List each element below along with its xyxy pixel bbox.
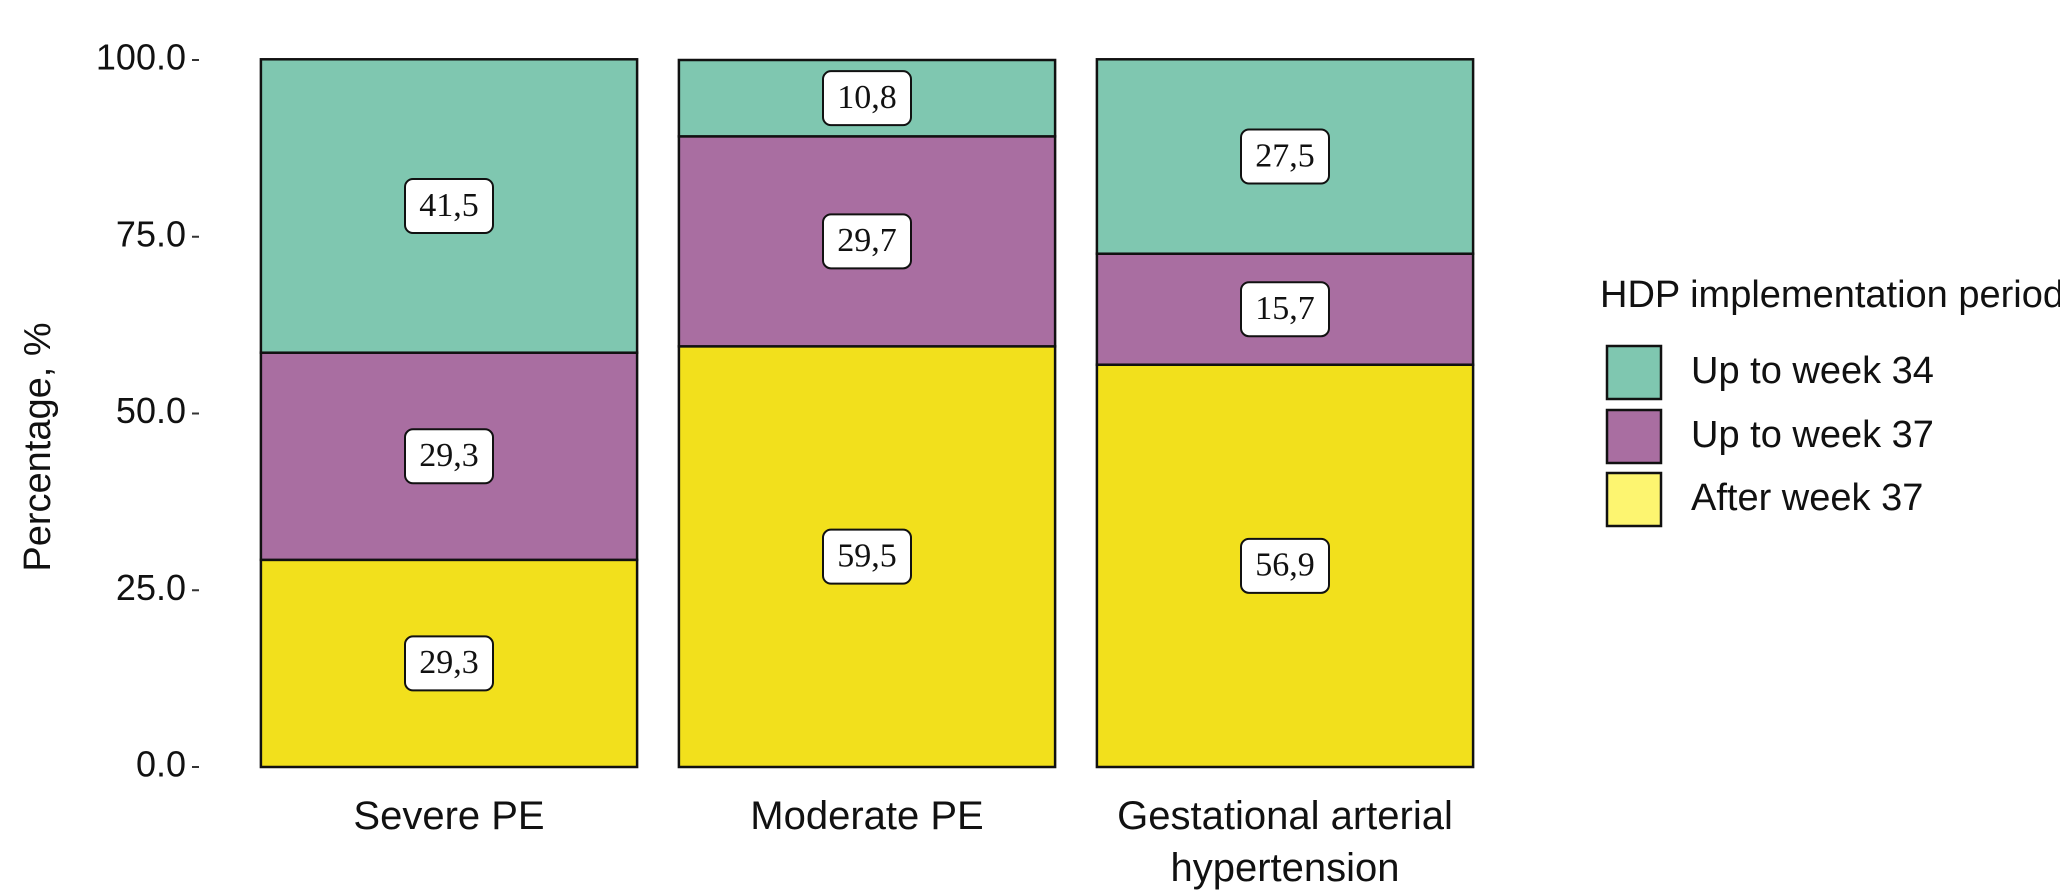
value-label-box [822,213,912,270]
y-axis-label: Percentage, % [17,322,59,571]
value-label-box [404,428,494,485]
value-label-box [404,635,494,692]
value-label: 29,3 [419,644,479,681]
legend-label: Up to week 34 [1691,350,1934,392]
y-tick-label: 25.0 [116,567,186,608]
value-label-box [822,70,912,127]
value-label: 29,7 [837,222,897,259]
value-label-box [1240,281,1330,338]
x-tick-label: Severe PE [353,794,545,838]
y-tick-label: 0.0 [136,744,186,785]
value-label: 15,7 [1255,290,1315,327]
x-tick-label: Moderate PE [750,794,984,838]
y-tick-label: 75.0 [116,213,186,254]
y-tick-label: 100.0 [96,37,186,78]
value-label: 59,5 [837,537,897,574]
value-label-box [1240,128,1330,185]
legend-swatch [1605,471,1663,528]
value-label-box [1240,537,1330,594]
value-label-box [822,528,912,585]
value-label: 29,3 [419,437,479,474]
legend-swatch [1605,344,1663,401]
legend-label: After week 37 [1691,477,1923,519]
legend-title: HDP implementation period [1600,274,2060,316]
value-label-box [404,177,494,234]
x-tick-label: Gestational arterial hypertension [1117,794,1453,890]
value-label: 41,5 [419,187,479,224]
legend-label: Up to week 37 [1691,414,1934,456]
legend-swatch [1605,408,1663,465]
value-label: 27,5 [1255,137,1315,174]
y-tick-label: 50.0 [116,390,186,431]
value-label: 56,9 [1255,547,1315,584]
value-label: 10,8 [837,79,897,116]
